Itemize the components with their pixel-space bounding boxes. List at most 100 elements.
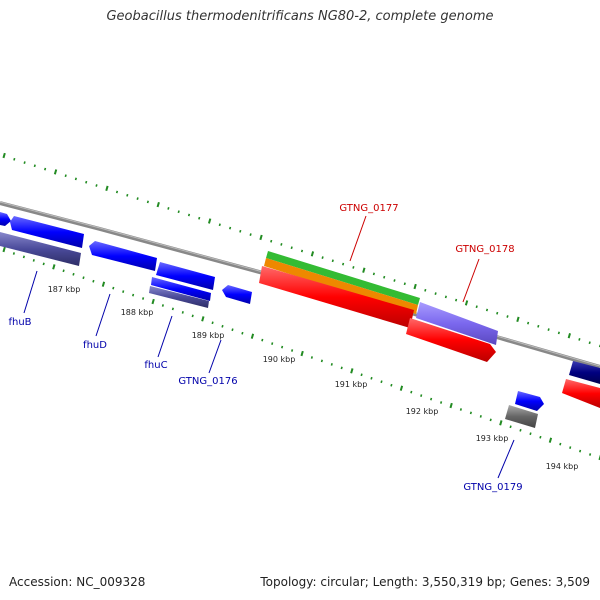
- gene-arrow-GTNG_0176[interactable]: [222, 285, 252, 304]
- outer-tick-mark: [44, 167, 47, 171]
- inner-tick-mark: [42, 262, 45, 266]
- outer-tick-mark: [167, 207, 170, 210]
- gene-label-fhuD[interactable]: fhuD: [83, 340, 107, 351]
- inner-tick-mark: [82, 276, 85, 280]
- callout-lines-red: [349, 215, 480, 303]
- outer-tick-mark: [352, 266, 355, 269]
- inner-tick-mark: [330, 363, 333, 366]
- gene-arrow-GTNG_0178[interactable]: [416, 302, 498, 345]
- outer-tick-mark: [383, 275, 386, 279]
- inner-tick-mark: [142, 297, 145, 300]
- outer-tick-mark: [239, 229, 242, 233]
- outer-tick-mark: [485, 308, 489, 312]
- inner-tick-mark: [559, 442, 562, 446]
- gene-label-GTNG_0178[interactable]: GTNG_0178: [455, 244, 514, 255]
- genome-summary-text: Topology: circular; Length: 3,550,319 bp…: [260, 575, 590, 589]
- gene-arrow-fhuC[interactable]: [156, 262, 215, 290]
- gene-arrow-red-right[interactable]: [562, 379, 600, 408]
- outer-tick-mark: [444, 295, 447, 299]
- outer-tick-mark: [85, 180, 88, 184]
- kbp-tick-label: 194 kbp: [546, 462, 579, 471]
- map-title: Geobacillus thermodenitrificans NG80-2, …: [106, 9, 494, 24]
- inner-tick-mark: [291, 349, 294, 352]
- outer-tick-mark: [146, 200, 149, 204]
- cds-bar-fhuC-2[interactable]: [149, 286, 209, 308]
- outer-tick-mark: [259, 234, 263, 241]
- outer-tick-mark: [33, 164, 36, 168]
- inner-tick-mark: [579, 449, 582, 453]
- cds-bar-fhuB[interactable]: [0, 232, 81, 266]
- gene-arrow-small-blue[interactable]: [515, 391, 544, 411]
- inner-tick-mark: [2, 246, 6, 253]
- inner-tick-mark: [519, 428, 522, 432]
- outer-tick-mark: [464, 300, 469, 306]
- inner-tick-ring: [2, 246, 600, 461]
- outer-tick-mark: [280, 243, 283, 246]
- outer-tick-mark: [126, 193, 129, 197]
- inner-tick-mark: [271, 342, 274, 345]
- inner-tick-mark: [22, 255, 25, 259]
- inner-tick-mark: [479, 415, 482, 418]
- inner-tick-mark: [151, 298, 155, 305]
- outer-tick-mark: [475, 305, 478, 309]
- inner-tick-mark: [72, 272, 75, 276]
- gene-label-GTNG_0177[interactable]: GTNG_0177: [339, 203, 398, 214]
- inner-tick-mark: [410, 390, 413, 394]
- outer-tick-mark: [516, 316, 520, 322]
- inner-tick-mark: [221, 324, 224, 328]
- inner-tick-mark: [171, 307, 174, 311]
- outer-tick-mark: [537, 324, 540, 328]
- rna-bar-orange[interactable]: [264, 258, 418, 314]
- inner-tick-mark: [598, 454, 600, 461]
- kbp-tick-label: 193 kbp: [476, 434, 509, 443]
- gene-arrow-navy[interactable]: [569, 361, 600, 384]
- gene-arrow-fhuB[interactable]: [10, 216, 84, 248]
- gene-label-fhuC[interactable]: fhuC: [144, 360, 167, 371]
- inner-tick-mark: [92, 279, 95, 283]
- outer-tick-mark: [177, 210, 180, 214]
- inner-tick-mark: [360, 373, 363, 377]
- kbp-tick-label: 188 kbp: [121, 308, 154, 317]
- kbp-tick-label: 190 kbp: [263, 355, 296, 364]
- outer-tick-mark: [187, 213, 191, 217]
- outer-tick-mark: [362, 267, 366, 273]
- inner-tick-mark: [281, 345, 284, 349]
- outer-tick-mark: [64, 174, 67, 178]
- inner-tick-mark: [449, 402, 453, 409]
- outer-tick-mark: [198, 216, 201, 220]
- cds-bar-fhuC-1[interactable]: [151, 277, 211, 301]
- inner-tick-mark: [499, 420, 503, 426]
- inner-tick-mark: [469, 411, 472, 415]
- inner-tick-mark: [191, 314, 194, 318]
- outer-tick-mark: [105, 185, 109, 191]
- inner-tick-mark: [241, 331, 244, 335]
- inner-tick-mark: [62, 269, 65, 273]
- gene-arrow-edge[interactable]: [0, 212, 11, 226]
- rna-bar-green[interactable]: [266, 251, 420, 305]
- outer-tick-mark: [321, 256, 324, 259]
- inner-tick-mark: [101, 281, 106, 287]
- inner-tick-mark: [589, 453, 592, 456]
- gene-arrow-GTNG_0177-b[interactable]: [406, 318, 496, 362]
- inner-tick-mark: [370, 376, 373, 380]
- inner-tick-mark: [569, 446, 572, 449]
- kbp-tick-label: 191 kbp: [335, 380, 368, 389]
- outer-tick-mark: [2, 152, 6, 159]
- inner-tick-mark: [310, 356, 313, 359]
- gene-label-GTNG_0179[interactable]: GTNG_0179: [463, 482, 522, 493]
- gene-arrow-fhuD[interactable]: [89, 241, 157, 271]
- inner-tick-mark: [12, 252, 15, 255]
- gene-label-fhuB[interactable]: fhuB: [8, 317, 31, 328]
- gene-arrow-GTNG_0177[interactable]: [259, 266, 414, 328]
- inner-tick-mark: [420, 394, 423, 397]
- outer-tick-mark: [547, 328, 550, 331]
- outer-tick-mark: [342, 262, 345, 266]
- outer-tick-mark: [527, 321, 530, 325]
- gene-arrow-GTNG_0179[interactable]: [505, 405, 538, 428]
- inner-tick-mark: [231, 328, 234, 332]
- kbp-tick-label: 192 kbp: [406, 407, 439, 416]
- outer-tick-mark: [218, 223, 221, 227]
- inner-tick-mark: [430, 397, 433, 401]
- callout-lines-blue: [23, 270, 515, 479]
- gene-label-GTNG_0176[interactable]: GTNG_0176: [178, 376, 237, 387]
